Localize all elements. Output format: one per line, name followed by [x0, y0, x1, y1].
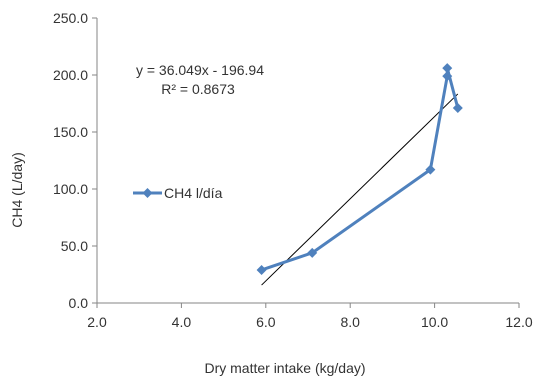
trendline [261, 93, 459, 286]
x-tick-label: 2.0 [87, 314, 107, 330]
x-tick-label: 10.0 [421, 314, 448, 330]
y-tick-label: 100.0 [53, 181, 88, 197]
data-point [425, 164, 436, 175]
y-tick-label: 150.0 [53, 124, 88, 140]
data-point [452, 103, 463, 114]
data-point [442, 63, 453, 74]
x-tick-label: 8.0 [340, 314, 360, 330]
y-tick-label: 250.0 [53, 10, 88, 26]
data-point [307, 247, 318, 258]
y-tick-label: 0.0 [69, 295, 89, 311]
data-point [442, 71, 453, 82]
legend-label: CH4 l/día [164, 185, 223, 201]
y-tick-label: 50.0 [61, 238, 88, 254]
x-tick-label: 6.0 [256, 314, 276, 330]
plot-area: 0.0 50.0 100.0 150.0 200.0 250.0 2.0 4.0 6.0 8.0… [53, 10, 533, 330]
data-point [256, 264, 267, 275]
trendline-equation: y = 36.049x - 196.94 [136, 62, 264, 78]
x-axis-title: Dry matter intake (kg/day) [204, 360, 365, 376]
x-tick-label: 12.0 [505, 314, 532, 330]
y-axis-ticks: 0.0 50.0 100.0 150.0 200.0 250.0 [53, 10, 97, 311]
y-axis-title: CH4 (L/day) [9, 152, 25, 227]
y-tick-label: 200.0 [53, 67, 88, 83]
legend-marker [142, 188, 153, 198]
legend: CH4 l/día [133, 185, 223, 201]
x-tick-label: 4.0 [172, 314, 192, 330]
x-axis-ticks: 2.0 4.0 6.0 8.0 10.0 12.0 [87, 303, 533, 330]
trendline-r2: R² = 0.8673 [161, 81, 235, 97]
series-ch4 [256, 63, 463, 275]
